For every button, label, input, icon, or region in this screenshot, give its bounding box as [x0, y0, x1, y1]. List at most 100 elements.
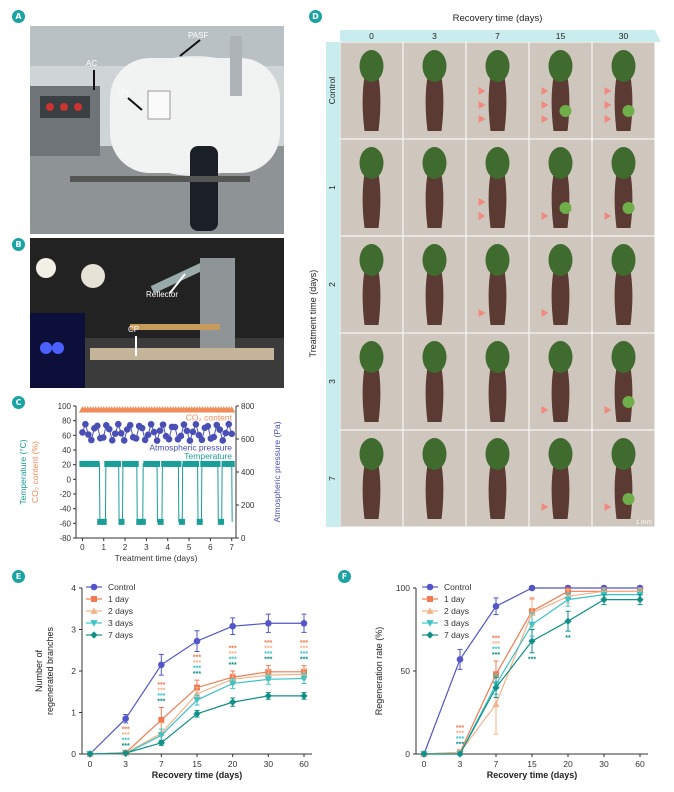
c-pressure-point	[100, 434, 107, 441]
x-tick-label: 3	[123, 759, 128, 769]
significance-mark: ***	[193, 666, 201, 673]
c-temperature-point	[178, 518, 185, 525]
d-moss-tip	[422, 50, 447, 82]
d-moss-tip	[485, 50, 510, 82]
c-temperature-point	[118, 518, 125, 525]
data-point	[456, 750, 464, 758]
x-tick-label: 60	[635, 759, 645, 769]
c-temperature-point	[146, 460, 153, 467]
c-pressure-point	[82, 420, 89, 428]
legend-marker	[426, 620, 434, 627]
c-temperature-annotation: Temperature	[184, 451, 232, 461]
c-temperature-point	[154, 460, 161, 467]
significance-mark: ***	[492, 647, 500, 654]
c-x-tick-label: 6	[208, 543, 213, 552]
d-row-header-band	[326, 42, 340, 527]
d-regenerated-branch	[622, 105, 635, 117]
chamber-interior-illustration	[30, 238, 284, 388]
d-moss-tip	[611, 244, 636, 276]
c-x-tick-label: 2	[123, 543, 128, 552]
c-temperature-point	[157, 518, 164, 525]
series-7-days	[86, 692, 308, 758]
c-pressure-point	[195, 431, 203, 439]
series-7-days	[420, 594, 644, 758]
c-pressure-point	[228, 430, 236, 438]
significance-mark: ***	[229, 662, 237, 669]
c-pressure-point	[94, 422, 101, 430]
label-pasf: PASF	[188, 31, 209, 40]
d-moss-tip	[422, 438, 447, 470]
c-temperature-point	[125, 460, 132, 467]
c-right-tick-label: 200	[241, 501, 255, 510]
data-point	[420, 750, 428, 758]
badge-c: C	[12, 396, 25, 409]
significance-mark: ***	[157, 688, 165, 695]
d-moss-tip	[548, 50, 573, 82]
d-branch-arrow	[478, 212, 486, 220]
c-series-temperature	[79, 460, 235, 525]
c-temperature-point	[129, 460, 136, 467]
legend-label: Control	[444, 582, 472, 592]
c-pressure-point	[132, 435, 140, 442]
c-temperature-point	[139, 518, 146, 525]
legend-label: 7 days	[108, 630, 133, 640]
c-temperature-point	[86, 460, 93, 467]
d-moss-tip	[359, 341, 384, 373]
c-right-tick-label: 400	[241, 468, 255, 477]
significance-mark: ***	[122, 743, 130, 750]
data-point	[492, 700, 500, 708]
y-tick-label: 50	[401, 666, 411, 676]
d-branch-arrow	[541, 406, 549, 414]
x-tick-label: 0	[422, 759, 427, 769]
legend-label: 3 days	[444, 618, 469, 628]
d-column-label: 7	[495, 31, 500, 41]
c-pressure-point	[186, 437, 194, 444]
c-temperature-point	[104, 460, 111, 467]
x-axis-title: Recovery time (days)	[487, 770, 578, 780]
d-moss-tip	[359, 147, 384, 179]
data-point	[229, 622, 236, 630]
arrow-uv	[127, 97, 143, 111]
d-moss-tip	[359, 50, 384, 82]
significance-mark: ***	[300, 651, 308, 658]
data-point	[158, 716, 165, 723]
c-left-tick-label: 40	[62, 446, 71, 455]
moss-photo-grid: Recovery time (days) 0 3 7 15 30 Control 1 2 3 7 Tr…	[308, 13, 661, 527]
significance-mark: ***	[157, 699, 165, 706]
d-branch-arrow	[604, 406, 612, 414]
y-tick-label: 0	[405, 749, 410, 759]
c-x-tick-label: 1	[102, 543, 107, 552]
c-pressure-point	[108, 437, 116, 444]
d-regenerated-branch	[622, 493, 635, 505]
data-point	[492, 684, 500, 692]
c-pressure-point	[177, 432, 185, 440]
d-column-label: 30	[619, 31, 629, 41]
panel-b-arrows	[135, 273, 186, 356]
significance-mark: ***	[264, 657, 272, 664]
x-tick-label: 7	[159, 759, 164, 769]
significance-mark: ***	[300, 640, 308, 647]
data-point	[528, 637, 536, 645]
c-temperature-point	[218, 518, 225, 525]
badge-b: B	[12, 238, 25, 251]
legend-marker	[90, 631, 98, 639]
y-tick-label: 4	[71, 583, 76, 593]
data-point	[456, 656, 464, 663]
c-x-axis-title: Treatment time (days)	[115, 553, 198, 563]
significance-mark: ***	[492, 652, 500, 659]
y-axis-title: Number of	[34, 650, 44, 693]
significance-mark: ***	[456, 731, 464, 738]
c-left-tick-label: -80	[59, 534, 71, 543]
d-moss-tip	[485, 244, 510, 276]
c-temperature-point	[171, 460, 178, 467]
legend-marker	[90, 607, 98, 614]
d-branch-arrow	[541, 101, 549, 109]
d-regenerated-branch	[559, 105, 572, 117]
c-pressure-point	[171, 423, 179, 431]
c-temperature-line	[82, 463, 233, 523]
data-point	[193, 637, 201, 645]
significance-mark: ***	[157, 682, 165, 689]
x-tick-label: 20	[228, 759, 238, 769]
c-temperature-point	[122, 460, 129, 467]
x-tick-label: 15	[527, 759, 537, 769]
